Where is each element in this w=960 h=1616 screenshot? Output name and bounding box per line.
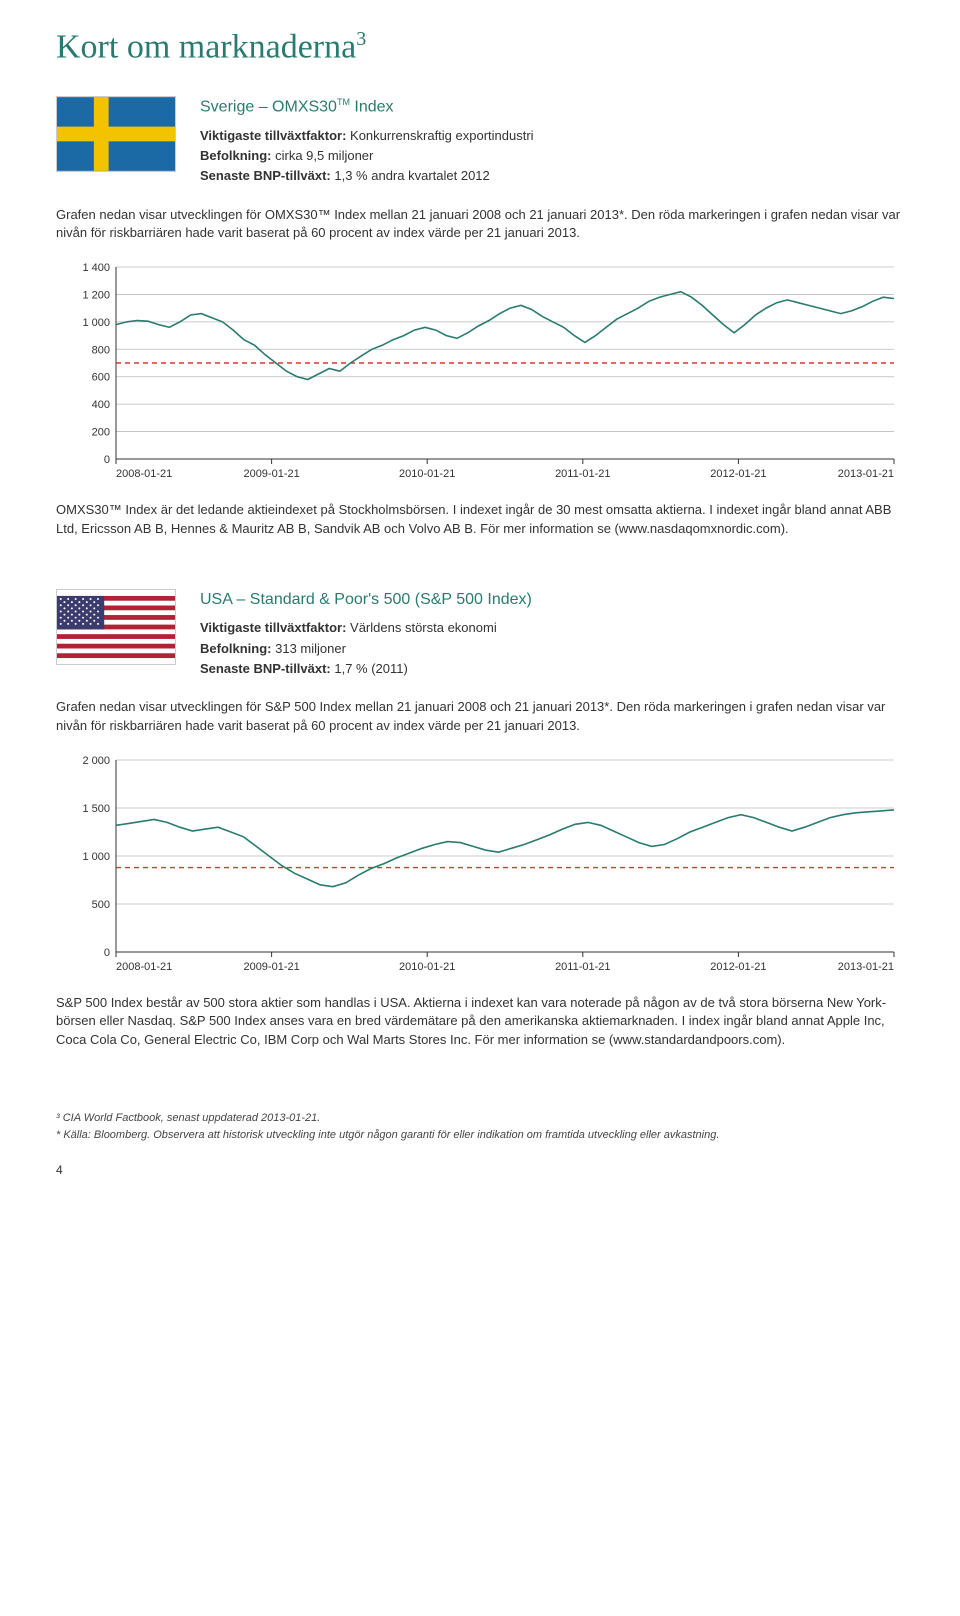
title-sup: 3	[356, 28, 366, 50]
section1-line2: Befolkning: cirka 9,5 miljoner	[200, 147, 534, 165]
svg-text:2013-01-21: 2013-01-21	[838, 468, 894, 480]
section2-line3: Senaste BNP-tillväxt: 1,7 % (2011)	[200, 660, 532, 678]
svg-text:800: 800	[92, 345, 110, 357]
svg-text:0: 0	[104, 947, 110, 959]
svg-text:1 500: 1 500	[82, 803, 110, 815]
svg-text:2012-01-21: 2012-01-21	[710, 468, 766, 480]
footnotes: ³ CIA World Factbook, senast uppdaterad …	[56, 1110, 904, 1143]
svg-text:2 000: 2 000	[82, 755, 110, 767]
section2-heading: USA – Standard & Poor's 500 (S&P 500 Ind…	[200, 589, 532, 611]
svg-text:2010-01-21: 2010-01-21	[399, 468, 455, 480]
svg-text:2011-01-21: 2011-01-21	[555, 468, 610, 480]
section1-line3: Senaste BNP-tillväxt: 1,3 % andra kvarta…	[200, 167, 534, 185]
svg-text:1 000: 1 000	[82, 317, 110, 329]
svg-text:2013-01-21: 2013-01-21	[838, 961, 894, 973]
page-title: Kort om marknaderna3	[56, 28, 904, 66]
svg-text:2008-01-21: 2008-01-21	[116, 468, 172, 480]
section-usa-header: USA – Standard & Poor's 500 (S&P 500 Ind…	[56, 589, 904, 680]
section1-outro: OMXS30™ Index är det ledande aktieindexe…	[56, 501, 904, 539]
svg-text:500: 500	[92, 899, 110, 911]
chart-sp500: 0 500 1 000 1 500 2 000 2008-01-21 2009-01-21 2…	[56, 750, 904, 980]
svg-text:0: 0	[104, 454, 110, 466]
svg-text:2011-01-21: 2011-01-21	[555, 961, 610, 973]
section1-intro: Grafen nedan visar utvecklingen för OMXS…	[56, 206, 904, 244]
svg-text:400: 400	[92, 399, 110, 411]
svg-text:2009-01-21: 2009-01-21	[243, 468, 299, 480]
section2-outro: S&P 500 Index består av 500 stora aktier…	[56, 994, 904, 1051]
svg-text:1 000: 1 000	[82, 851, 110, 863]
svg-text:1 400: 1 400	[82, 262, 110, 274]
svg-text:200: 200	[92, 427, 110, 439]
section2-intro: Grafen nedan visar utvecklingen för S&P …	[56, 698, 904, 736]
flag-sweden-icon	[56, 96, 176, 172]
footnote-2: * Källa: Bloomberg. Observera att histor…	[56, 1127, 904, 1144]
svg-text:600: 600	[92, 372, 110, 384]
chart-omxs30: 0 200 400 600 800 1 000 1 200 1 400 2008-01-21 20…	[56, 257, 904, 487]
section2-line2: Befolkning: 313 miljoner	[200, 640, 532, 658]
section2-line1: Viktigaste tillväxtfaktor: Världens stör…	[200, 619, 532, 637]
section-sweden-header: Sverige – OMXS30TM Index Viktigaste till…	[56, 96, 904, 187]
svg-text:2008-01-21: 2008-01-21	[116, 961, 172, 973]
page-number: 4	[56, 1163, 904, 1177]
svg-text:1 200: 1 200	[82, 290, 110, 302]
title-main: Kort om marknaderna	[56, 28, 356, 65]
svg-text:2012-01-21: 2012-01-21	[710, 961, 766, 973]
svg-text:2009-01-21: 2009-01-21	[243, 961, 299, 973]
flag-usa-icon	[56, 589, 176, 665]
section1-heading: Sverige – OMXS30TM Index	[200, 96, 534, 119]
footnote-1: ³ CIA World Factbook, senast uppdaterad …	[56, 1110, 904, 1127]
svg-text:2010-01-21: 2010-01-21	[399, 961, 455, 973]
section1-line1: Viktigaste tillväxtfaktor: Konkurrenskra…	[200, 127, 534, 145]
